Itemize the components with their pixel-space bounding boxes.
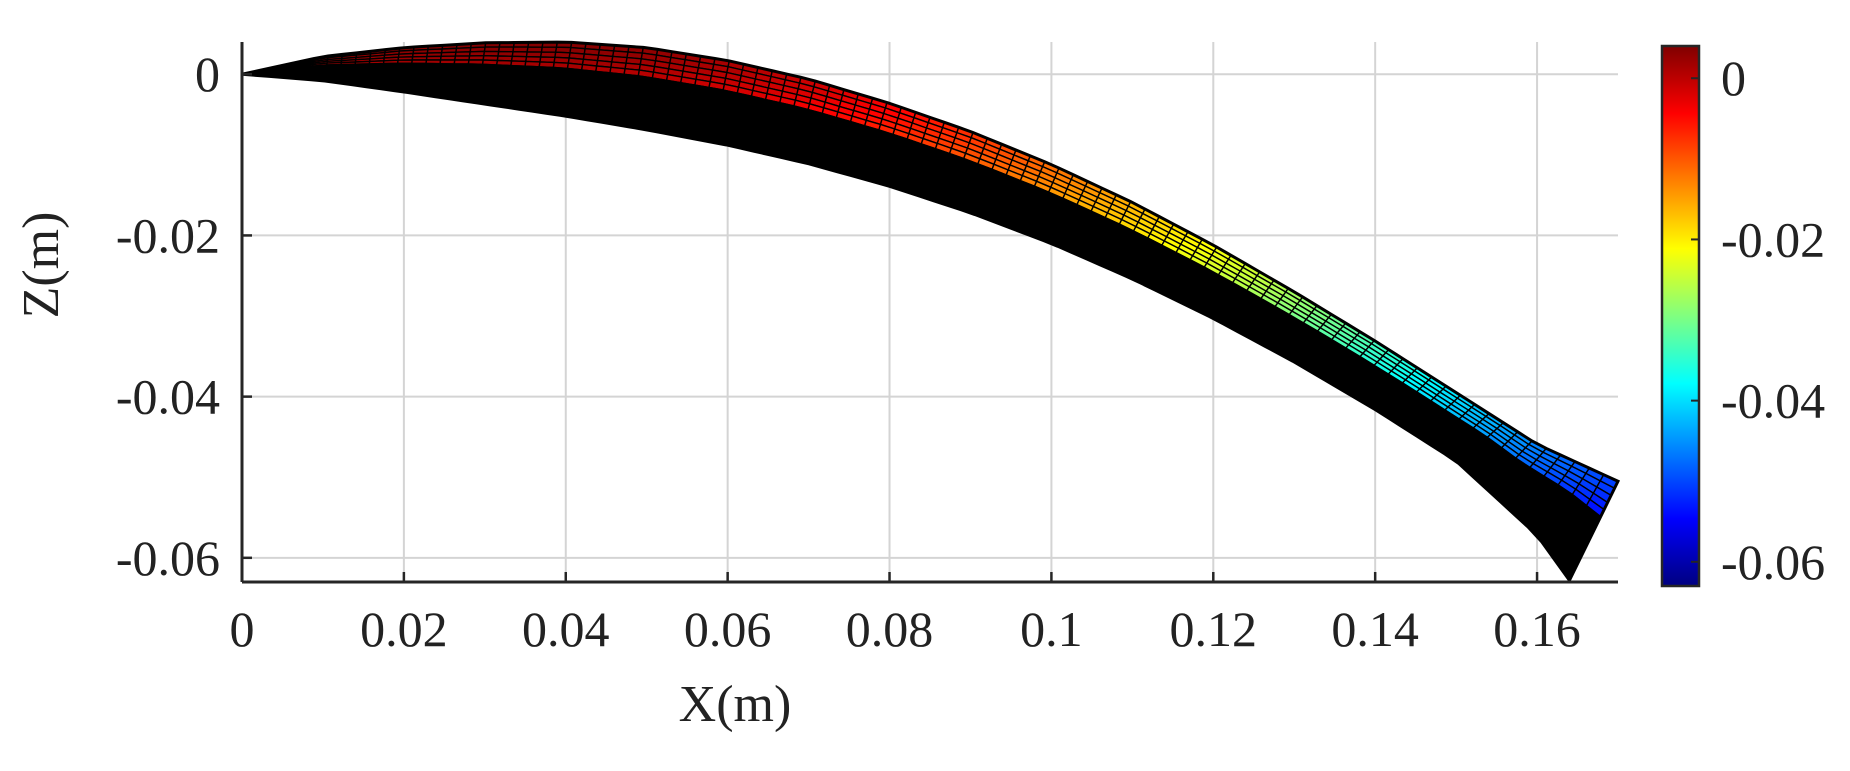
- colorbar-tick-labels: 0 -0.02 -0.04 -0.06: [1721, 50, 1825, 590]
- y-tick-label: -0.06: [116, 530, 220, 586]
- x-tick-label: 0.12: [1170, 601, 1258, 657]
- plot-axes: [240, 42, 1618, 584]
- x-tick-labels: 0 0.02 0.04 0.06 0.08 0.1 0.12 0.14 0.16: [230, 601, 1581, 657]
- y-tick-label: -0.04: [116, 369, 220, 425]
- x-tick-label: 0.14: [1331, 601, 1419, 657]
- colorbar-tick-label: -0.06: [1721, 534, 1825, 590]
- colorbar-gradient: [1660, 44, 1701, 588]
- y-tick-labels: 0 -0.02 -0.04 -0.06: [116, 46, 220, 586]
- y-tick-label: -0.02: [116, 207, 220, 263]
- surface-outline: [241, 40, 1621, 584]
- surface-mesh: [241, 40, 1621, 584]
- x-tick-label: 0: [230, 601, 255, 657]
- x-tick-label: 0.08: [846, 601, 934, 657]
- x-axis-label: X(m): [679, 676, 792, 733]
- x-tick-label: 0.02: [360, 601, 448, 657]
- x-tick-label: 0.06: [684, 601, 772, 657]
- colorbar-tick-label: -0.04: [1721, 373, 1825, 429]
- x-tick-label: 0.04: [522, 601, 610, 657]
- colorbar: [1660, 44, 1701, 588]
- x-tick-label: 0.16: [1493, 601, 1581, 657]
- colorbar-tick-label: 0: [1721, 50, 1746, 106]
- y-axis-label: Z(m): [13, 212, 70, 319]
- x-tick-label: 0.1: [1020, 601, 1083, 657]
- colorbar-tick-label: -0.02: [1721, 211, 1825, 267]
- y-tick-label: 0: [195, 46, 220, 102]
